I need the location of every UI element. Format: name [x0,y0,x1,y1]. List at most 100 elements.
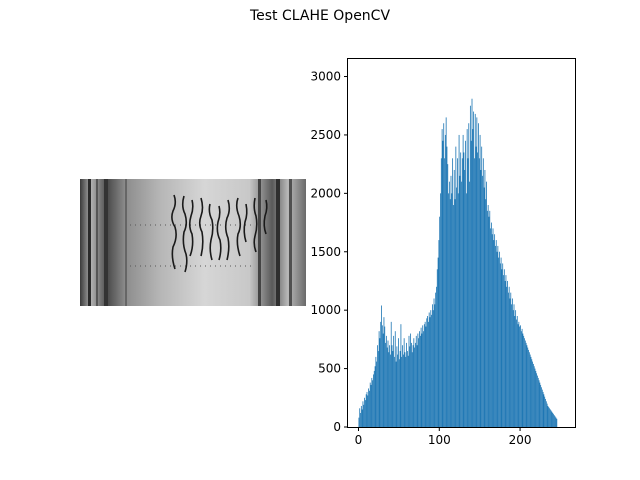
histogram-bar [438,240,440,427]
histogram-bar [360,405,362,427]
histogram-bar [364,400,366,427]
histogram-bar [466,129,468,427]
figure-title: Test CLAHE OpenCV [249,8,391,24]
histogram-bar [455,146,457,427]
histogram-bar [525,342,527,427]
histogram-bar [513,304,515,427]
histogram-bar [514,316,516,427]
histogram-bar [432,304,433,427]
histogram-bar [521,328,523,427]
histogram-bar [388,352,390,427]
histogram-bar [398,338,399,427]
histogram-bar [553,414,554,427]
histogram-bar [474,113,476,427]
histogram-bar [540,384,542,427]
histogram-bar [386,347,388,427]
histogram-bar [512,310,514,427]
histogram-bar [417,333,419,427]
histogram-bar [518,321,520,427]
histogram-bar [452,158,454,428]
y-tick-label: 0 [333,420,341,434]
histogram-bar [551,411,553,427]
histogram-bar [543,394,545,427]
histogram-bar [359,408,361,427]
histogram-bar [556,418,558,427]
histogram-bar [435,292,437,427]
histogram-bar [517,324,519,427]
histogram-bar [462,134,464,427]
histogram-bar [523,335,525,427]
histogram-bar [378,331,380,427]
histogram-bar [430,310,432,427]
histogram-bar [520,325,521,427]
histogram-bar [464,169,466,428]
histogram-bar [457,158,458,428]
histogram-bar [390,354,391,427]
histogram-bar [401,356,403,427]
histogram-bar [444,134,446,427]
histogram-bar [363,404,365,427]
histogram-bar [439,216,441,427]
histogram-bar [545,401,547,427]
histogram-bar [448,193,449,427]
histogram-bar [411,352,413,427]
histogram-bar [407,355,409,427]
histogram-bar [440,158,442,428]
histogram-bar [381,325,383,427]
x-tick-label: 100 [428,433,451,447]
histogram-bar [424,321,426,427]
histogram-bar [483,187,485,427]
x-tick-label: 200 [509,433,532,447]
histogram-bar [377,351,379,427]
histogram-bar [402,345,403,427]
histogram-bar [371,377,373,427]
histogram-bar [453,205,454,427]
histogram-bar [372,380,374,427]
histogram-bar [481,146,483,427]
histogram-bar [495,245,496,427]
histogram-bar [384,326,386,427]
histogram-bar [406,342,407,427]
histogram-bar [377,345,378,427]
histogram-bar [516,316,518,427]
histogram-bar [465,193,467,427]
histogram-bar [385,342,386,427]
y-axis-ticks: 0 500 1000 1500 2000 2500 3000 [310,70,348,434]
histogram-bar [511,298,513,427]
histogram-bar [370,384,372,427]
histogram-bar [473,111,475,427]
histogram-bar [425,326,427,427]
histogram-bar [411,342,412,427]
histogram-bar [490,222,492,427]
histogram-bar [502,263,504,427]
histogram-bar [546,403,548,427]
histogram-bar [394,331,396,427]
histogram-bar [534,368,536,427]
histogram-bar [379,338,381,427]
histogram-bar [375,356,377,427]
histogram-bar [409,346,411,427]
histogram-bar [419,335,421,427]
histogram-bar [373,374,374,427]
histogram-bar [443,123,445,427]
histogram-bar [505,275,507,427]
histogram-bar [427,321,429,427]
histogram-bar [449,199,451,427]
histogram-bar [362,401,364,427]
y-tick-label: 500 [318,362,341,376]
histogram-bar [482,175,483,427]
histogram-bar [539,382,541,427]
histogram-bar [396,346,398,427]
histogram-bar [510,292,512,427]
histogram-bar [520,331,522,427]
histogram-bar [501,269,503,427]
histogram-bar [453,169,455,428]
histogram-bar [397,354,399,427]
histogram-bar [479,134,481,427]
histogram-bar [500,257,502,427]
histogram-bar [504,280,506,427]
histogram-bar [537,377,539,427]
histogram-bar [402,354,404,427]
histogram-bar [413,338,415,427]
histogram-bar [478,158,480,428]
